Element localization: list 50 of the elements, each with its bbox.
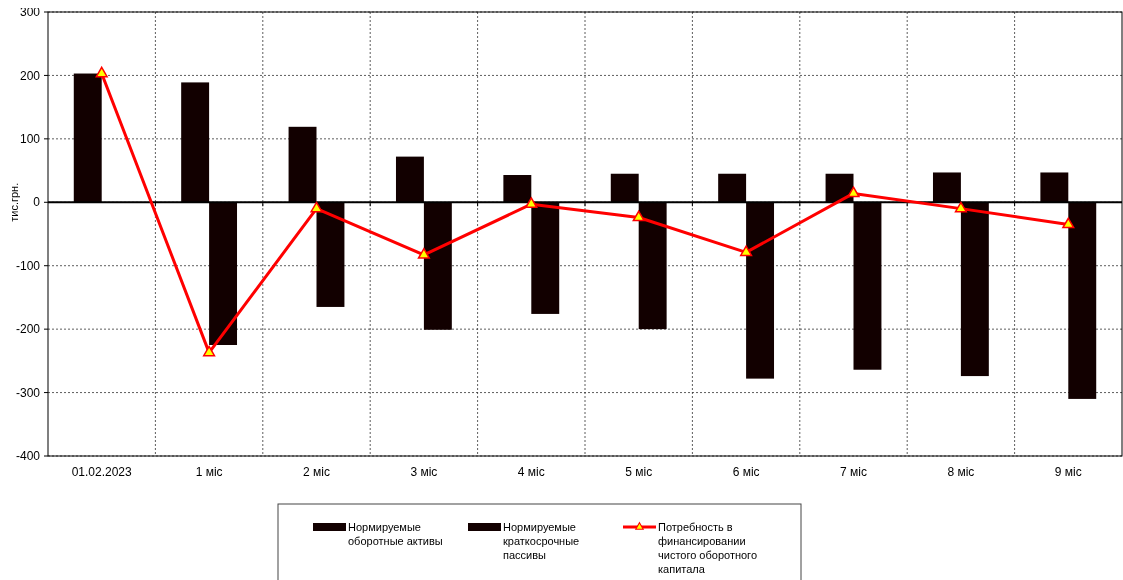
point bbox=[954, 201, 968, 213]
x-tick-label: 9 міс bbox=[1054, 465, 1082, 479]
bar bbox=[718, 173, 747, 203]
point bbox=[417, 247, 431, 259]
bar bbox=[1068, 202, 1097, 399]
bar bbox=[503, 175, 532, 203]
bar bbox=[853, 202, 882, 370]
bar bbox=[209, 202, 238, 345]
bar bbox=[960, 202, 989, 377]
legend-label: Потребность в финансировании чистого оборотного капитала bbox=[658, 521, 757, 575]
point bbox=[525, 197, 538, 209]
bar bbox=[610, 173, 639, 203]
bar bbox=[288, 126, 317, 203]
point bbox=[847, 186, 860, 198]
x-tick-label: 2 міс bbox=[303, 465, 330, 479]
y-tick-label: 200 bbox=[19, 68, 41, 83]
y-tick-label: 0 bbox=[33, 195, 41, 210]
x-tick-label: 7 міс bbox=[840, 465, 867, 479]
y-tick-label: 100 bbox=[19, 132, 41, 147]
bar bbox=[316, 202, 345, 307]
point bbox=[95, 66, 108, 78]
y-tick-label: -100 bbox=[15, 258, 41, 273]
point bbox=[202, 345, 216, 357]
y-tick-label: -400 bbox=[15, 449, 41, 464]
legend-label: Нормируемые краткосрочные пассивы bbox=[503, 521, 580, 561]
point bbox=[310, 201, 323, 213]
bar bbox=[1040, 172, 1069, 203]
x-tick-label: 01.02.2023 bbox=[71, 465, 133, 479]
x-tick-label: 8 міс bbox=[947, 465, 975, 479]
bar bbox=[423, 202, 452, 330]
x-tick-label: 5 міс bbox=[625, 465, 653, 479]
y-tick-label: -200 bbox=[15, 322, 41, 337]
y-axis-title: тис.грн. bbox=[8, 182, 20, 222]
point bbox=[632, 210, 645, 222]
x-tick-label: 6 міс bbox=[732, 465, 760, 479]
bar bbox=[73, 73, 102, 203]
y-tick-label: 300 bbox=[19, 5, 41, 20]
bar bbox=[638, 202, 667, 330]
x-tick-label: 3 міс bbox=[410, 465, 438, 479]
bar bbox=[395, 156, 424, 203]
bar bbox=[746, 202, 775, 379]
point bbox=[739, 245, 753, 257]
bar bbox=[932, 172, 961, 203]
bar bbox=[531, 202, 560, 314]
point bbox=[1062, 217, 1075, 229]
bar bbox=[181, 82, 210, 203]
x-tick-label: 1 міс bbox=[195, 465, 223, 479]
x-tick-label: 4 міс bbox=[517, 465, 545, 479]
legend-label: Нормируемые оборотные активы bbox=[348, 521, 443, 547]
y-tick-label: -300 bbox=[15, 385, 41, 400]
